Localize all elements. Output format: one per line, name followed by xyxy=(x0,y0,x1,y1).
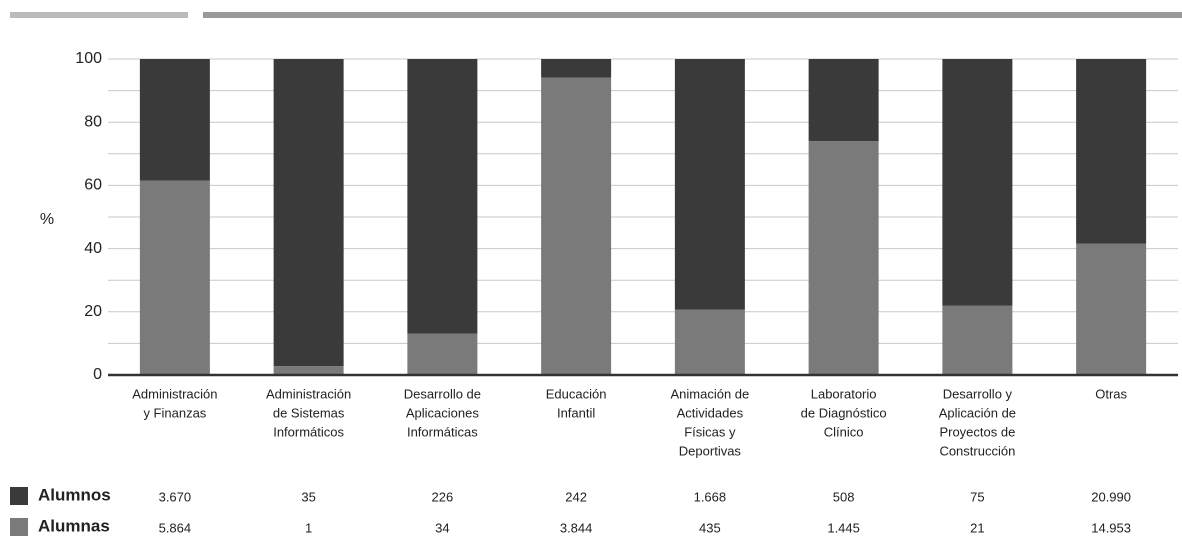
x-tick-label: Proyectos de xyxy=(939,424,1015,439)
bar-segment xyxy=(541,77,612,376)
bar-segment xyxy=(273,366,344,375)
y-tick-label: 80 xyxy=(84,113,102,130)
y-tick-label: 20 xyxy=(84,303,102,320)
bar-segment xyxy=(139,59,210,181)
x-tick-label: Desarrollo de xyxy=(404,386,481,401)
x-tick-label: Animación de xyxy=(670,386,749,401)
table-cell: 1.445 xyxy=(827,520,860,535)
x-tick-label: Deportivas xyxy=(679,443,742,458)
x-tick-label: Clínico xyxy=(824,424,864,439)
x-tick-label: Físicas y xyxy=(684,424,736,439)
x-tick-label: Informáticas xyxy=(407,424,478,439)
table-cell: 1.668 xyxy=(694,489,727,504)
bar-segment xyxy=(942,59,1013,306)
table-cell: 1 xyxy=(305,520,312,535)
y-axis-label: % xyxy=(40,211,54,228)
table-cell: 20.990 xyxy=(1091,489,1131,504)
y-tick-label: 100 xyxy=(75,50,102,67)
x-tick-label: Desarrollo y xyxy=(943,386,1013,401)
table-cell: 435 xyxy=(699,520,721,535)
bar-segment xyxy=(407,59,478,334)
bar-segment xyxy=(1076,59,1147,244)
table-cell: 21 xyxy=(970,520,984,535)
legend-label: Alumnos xyxy=(38,485,111,504)
table-cell: 14.953 xyxy=(1091,520,1131,535)
y-tick-label: 0 xyxy=(93,366,102,383)
y-tick-label: 40 xyxy=(84,240,102,257)
x-tick-label: Otras xyxy=(1095,386,1127,401)
x-tick-label: Laboratorio xyxy=(811,386,877,401)
bar-segment xyxy=(541,59,612,78)
bar-segment xyxy=(808,141,879,375)
table-cell: 508 xyxy=(833,489,855,504)
table-cell: 5.864 xyxy=(159,520,192,535)
table-cell: 35 xyxy=(301,489,315,504)
legend-swatch xyxy=(10,518,28,536)
legend-label: Alumnas xyxy=(38,516,110,535)
bar-segment xyxy=(273,59,344,367)
table-cell: 34 xyxy=(435,520,449,535)
x-tick-label: Educación xyxy=(546,386,607,401)
x-tick-label: y Finanzas xyxy=(143,405,206,420)
x-tick-label: Administración xyxy=(266,386,351,401)
legend-swatch xyxy=(10,487,28,505)
bar-segment xyxy=(808,59,879,142)
x-tick-label: de Sistemas xyxy=(273,405,345,420)
header-bar xyxy=(203,12,1182,18)
table-cell: 242 xyxy=(565,489,587,504)
bar-segment xyxy=(674,59,745,310)
table-cell: 3.670 xyxy=(159,489,192,504)
bar-segment xyxy=(407,333,478,375)
x-tick-label: Construcción xyxy=(939,443,1015,458)
table-cell: 75 xyxy=(970,489,984,504)
bar-segment xyxy=(674,309,745,375)
x-tick-label: Aplicación de xyxy=(939,405,1016,420)
y-tick-label: 60 xyxy=(84,177,102,194)
bar-segment xyxy=(1076,243,1147,375)
x-tick-label: Infantil xyxy=(557,405,595,420)
header-bar xyxy=(10,12,188,18)
table-cell: 226 xyxy=(432,489,454,504)
table-cell: 3.844 xyxy=(560,520,593,535)
x-tick-label: de Diagnóstico xyxy=(801,405,887,420)
bar-segment xyxy=(942,305,1013,375)
x-tick-label: Administración xyxy=(132,386,217,401)
bar-segment xyxy=(139,180,210,375)
x-tick-label: Actividades xyxy=(677,405,744,420)
x-tick-label: Aplicaciones xyxy=(406,405,479,420)
x-tick-label: Informáticos xyxy=(273,424,344,439)
